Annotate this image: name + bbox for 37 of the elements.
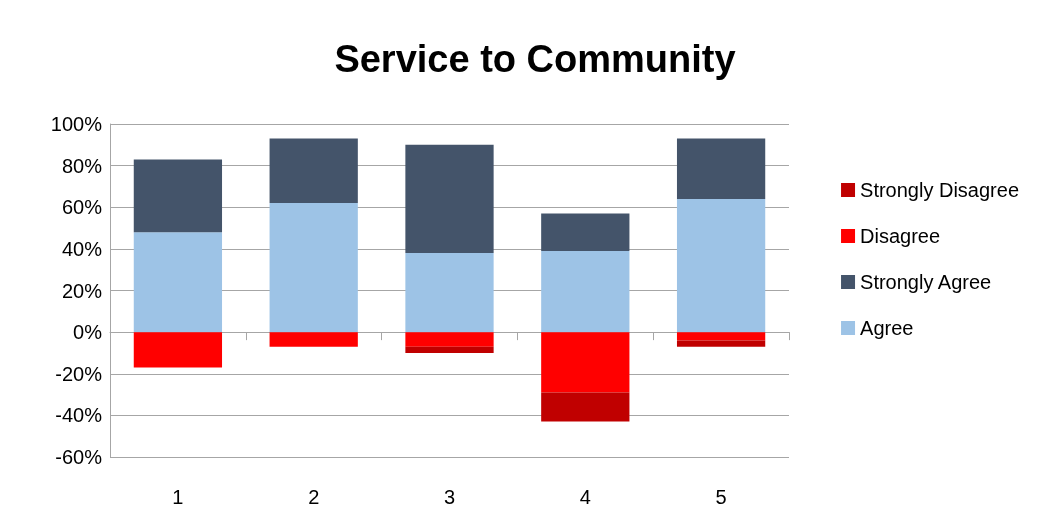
bar (405, 332, 494, 347)
legend-label: Strongly Agree (860, 271, 992, 293)
bar (269, 332, 358, 347)
y-tick-label: 60% (61, 196, 103, 219)
bar (133, 232, 223, 333)
x-tick-label: 4 (579, 486, 591, 508)
bar (405, 144, 494, 254)
bar (541, 213, 630, 251)
y-tick-label: 80% (61, 154, 103, 177)
legend-label: Disagree (860, 225, 941, 247)
y-tick-label: 0% (73, 321, 103, 344)
x-tick-label: 3 (443, 486, 456, 508)
bar (676, 340, 766, 347)
bar (676, 138, 766, 199)
legend-label: Strongly Disagree (860, 179, 1019, 201)
bar (405, 253, 494, 333)
x-tick-label: 2 (308, 486, 320, 508)
y-tick-label: -40% (55, 404, 103, 427)
bar (133, 332, 223, 368)
y-tick-label: -20% (55, 362, 103, 385)
y-tick-label: -60% (55, 446, 103, 468)
bar (405, 346, 494, 353)
bar (541, 332, 630, 393)
bar (541, 250, 630, 333)
legend-label: Agree (860, 317, 914, 339)
bar (676, 332, 766, 341)
chart-title: Service to Community (334, 38, 736, 80)
bar (269, 138, 358, 204)
bar (269, 203, 358, 333)
bar (676, 198, 766, 333)
y-tick-label: 100% (50, 113, 103, 135)
bar (133, 159, 223, 233)
y-tick-label: 20% (61, 279, 103, 302)
x-tick-label: 1 (172, 486, 184, 508)
y-tick-label: 40% (61, 237, 103, 260)
x-tick-label: 5 (715, 486, 727, 508)
bar (541, 392, 630, 422)
